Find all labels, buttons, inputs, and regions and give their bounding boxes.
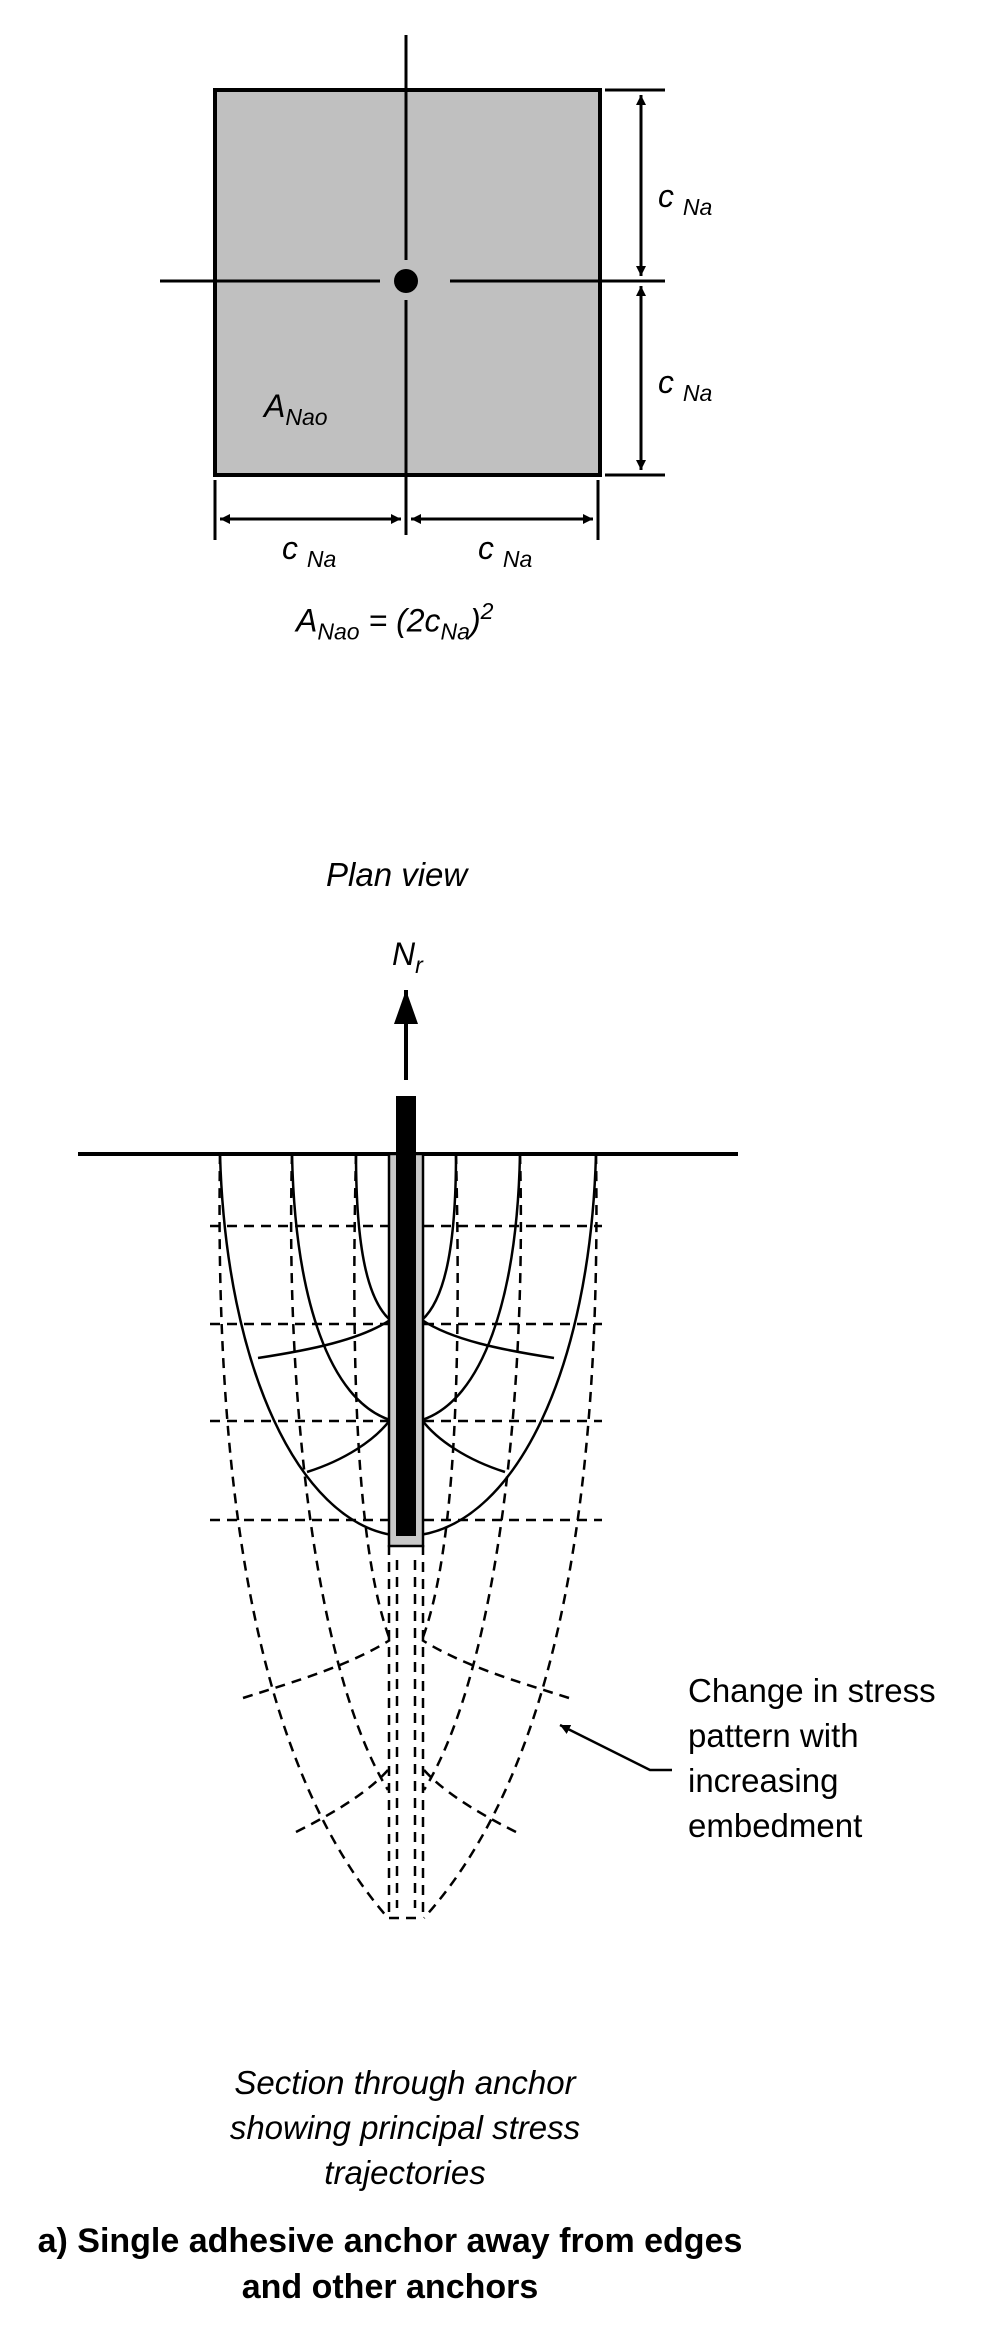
section-caption-line: showing principal stress [229,2109,581,2146]
area-label: ANao [264,390,328,429]
tension-force-arrowhead [394,990,418,1024]
section-view [78,990,738,1920]
plan-view-title: Plan view [326,856,468,893]
dim-label-upper: c Na [658,178,713,221]
dim-label-right: c Na [478,530,533,573]
stress-trajectories-deep [218,1153,598,1920]
annotation-line: Change in stress [688,1672,936,1709]
annotation-line: increasing [688,1762,839,1799]
anchor-point [394,269,418,293]
vertical-dimension [605,88,665,477]
annotation-line: pattern with [688,1717,859,1754]
plan-view [160,35,665,540]
section-caption-line: trajectories [324,2154,486,2191]
stress-contours-horizontal [210,1224,602,1522]
dim-label-lower: c Na [658,364,713,407]
area-formula: ANao = (2cNa)2 [296,598,494,645]
section-caption-line: Section through anchor [234,2064,576,2101]
section-caption: Section through anchor showing principal… [190,2060,620,2195]
anchor-rod [396,1096,416,1536]
embedment-annotation: Change in stress pattern with increasing… [688,1668,936,1848]
area-label-sub: Nao [285,404,328,431]
horizontal-dimension [213,480,600,540]
figure-caption: a) Single adhesive anchor away from edge… [20,2218,760,2310]
annotation-line: embedment [688,1807,863,1844]
adhesive-anchor [387,1096,425,1548]
centerlines [160,35,660,535]
annotation-leader [559,1723,672,1772]
area-label-main: A [264,388,286,424]
stress-trajectories [218,1153,598,1537]
figure-caption-line: a) Single adhesive anchor away from edge… [37,2222,743,2260]
dim-label-left: c Na [282,530,337,573]
figure-caption-line: and other anchors [241,2268,539,2306]
force-label: Nr [392,936,423,979]
